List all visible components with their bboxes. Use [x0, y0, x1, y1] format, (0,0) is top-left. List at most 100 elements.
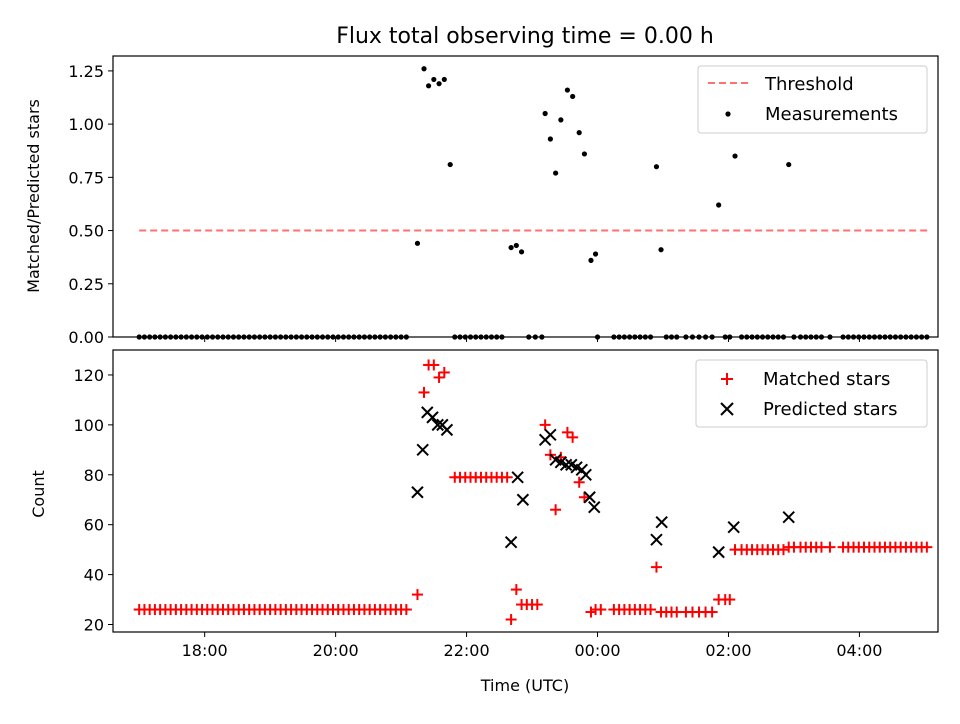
measurement-point — [908, 334, 914, 340]
matched-star-point — [595, 604, 607, 616]
measurement-point — [892, 334, 899, 340]
matched-star-point — [921, 541, 933, 553]
measurement-point — [576, 130, 582, 136]
measurement-point — [230, 334, 237, 340]
matched-star-point — [400, 604, 412, 616]
measurement-point — [262, 334, 268, 340]
measurement-point — [518, 249, 525, 255]
predicted-star-point — [650, 533, 663, 546]
matched-star-point — [501, 471, 513, 483]
measurement-point — [526, 334, 532, 340]
measurement-point — [447, 161, 453, 168]
measurement-point — [204, 334, 210, 340]
measurement-point — [808, 334, 814, 340]
measurement-point — [924, 334, 930, 340]
measurement-point — [786, 161, 792, 168]
predicted-star-point — [416, 443, 429, 457]
measurement-point — [220, 334, 226, 340]
bottom-legend-frame — [695, 359, 928, 428]
predicted-star-point — [579, 468, 592, 481]
measurement-point — [866, 334, 872, 340]
matched-star-point — [573, 476, 585, 488]
measurement-point — [588, 257, 594, 263]
top-y-tick-label: 0.50 — [68, 222, 104, 241]
matched-star-point — [505, 614, 517, 626]
top-y-axis-label: Matched/Predicted stars — [24, 99, 43, 293]
matched-star-point — [645, 604, 657, 616]
top-panel: 0.00 0.25 0.50 0.75 1.00 1.25 — [68, 55, 939, 347]
measurement-point — [780, 334, 787, 340]
matched-star-point — [724, 594, 736, 606]
bottom-y-axis-label: Count — [29, 470, 48, 518]
measurement-point — [611, 334, 617, 340]
matched-star-point — [777, 544, 789, 556]
matched-star-point — [531, 599, 543, 611]
measurement-point — [388, 334, 394, 340]
measurement-point — [663, 334, 669, 340]
measurement-point — [478, 334, 484, 340]
measurement-point — [689, 334, 696, 340]
measurement-point — [183, 334, 189, 340]
measurement-point — [856, 334, 862, 340]
legend-matched-label: Matched stars — [763, 369, 890, 390]
predicted-star-point — [782, 510, 795, 524]
matched-star-point — [438, 366, 450, 378]
measurement-point — [199, 334, 205, 340]
measurement-point — [382, 334, 388, 340]
bottom-x-axis-label: Time (UTC) — [480, 676, 569, 695]
measurement-point — [488, 334, 495, 340]
matched-star-point — [539, 419, 551, 431]
measurement-point — [722, 334, 728, 340]
measurement-point — [356, 334, 362, 340]
legend-predicted-label: Predicted stars — [763, 399, 897, 420]
measurement-point — [377, 334, 383, 340]
measurement-point — [431, 76, 437, 83]
top-y-tick-label: 0.75 — [68, 168, 104, 187]
matched-star-point — [824, 541, 836, 553]
measurement-point — [403, 334, 409, 340]
measurement-point — [861, 334, 867, 340]
measurement-point — [330, 334, 336, 340]
measurement-point — [462, 334, 468, 340]
predicted-star-point — [712, 545, 725, 559]
matched-star-point — [433, 371, 445, 383]
measurement-point — [797, 334, 804, 340]
measurement-point — [887, 334, 893, 340]
bottom-y-tick-label: 120 — [73, 366, 104, 385]
measurement-point — [871, 334, 878, 340]
measurement-point — [732, 153, 738, 159]
matched-star-point — [567, 431, 579, 443]
predicted-star-point — [583, 491, 596, 504]
bottom-y-tick-label: 20 — [84, 616, 104, 635]
bottom-panel: 20 40 60 80 100 120 18:00 20:00 22:00 00:00 02:00… — [73, 349, 939, 660]
measurement-point — [467, 334, 474, 340]
matched-star-point — [550, 504, 562, 516]
measurement-point — [325, 334, 331, 340]
measurement-point — [241, 334, 247, 340]
measurement-point — [813, 334, 819, 340]
bottom-x-tick-label: 18:00 — [182, 641, 228, 660]
measurement-point — [304, 334, 310, 340]
top-legend: Threshold Measurements — [697, 65, 928, 134]
measurement-point — [642, 334, 648, 340]
bottom-x-tick-label: 20:00 — [313, 641, 359, 660]
measurement-point — [683, 334, 689, 340]
measurement-point — [298, 334, 305, 340]
bottom-legend: Matched stars Predicted stars — [695, 359, 928, 428]
bottom-x-tick-label: 02:00 — [705, 641, 751, 660]
measurement-point — [581, 151, 588, 157]
measurement-point — [483, 334, 489, 340]
bottom-y-tick-label: 100 — [73, 416, 104, 435]
measurement-point — [288, 334, 294, 340]
predicted-star-point — [559, 458, 573, 472]
legend-measurements-label: Measurements — [765, 104, 898, 125]
matched-star-point — [418, 386, 430, 398]
measurement-point — [749, 334, 755, 340]
measurement-point — [621, 334, 627, 340]
measurement-point — [152, 334, 158, 340]
bottom-x-tick-label: 22:00 — [444, 641, 490, 660]
measurement-point — [632, 334, 638, 340]
measurement-point — [457, 334, 463, 340]
measurement-point — [754, 334, 760, 340]
measurement-point — [558, 117, 564, 123]
